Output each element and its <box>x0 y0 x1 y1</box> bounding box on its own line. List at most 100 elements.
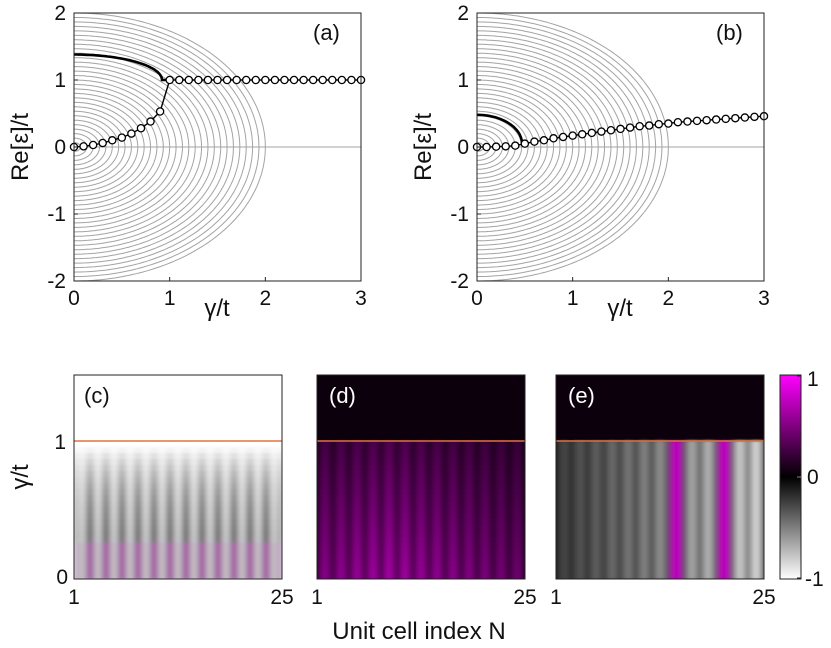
c-heat-cell <box>232 555 235 562</box>
c-heat-cell <box>120 393 123 400</box>
c-heat-cell <box>192 381 195 388</box>
c-heat-cell <box>234 477 237 484</box>
b-gray-band <box>477 147 599 233</box>
c-heat-cell <box>176 429 179 436</box>
c-heat-cell <box>176 495 179 502</box>
c-heat-cell <box>162 543 165 550</box>
c-heat-cell <box>202 417 205 424</box>
d-heat-cell <box>351 387 354 394</box>
d-heat-cell <box>513 435 516 442</box>
d-heat-cell <box>361 393 364 400</box>
c-heat-cell <box>212 573 215 579</box>
d-heat-cell <box>469 405 472 412</box>
c-heat-cell <box>140 447 143 454</box>
c-heat-cell <box>262 519 265 526</box>
b-gray-band <box>477 147 612 242</box>
c-heat-cell <box>116 471 119 478</box>
c-heat-cell <box>224 537 227 544</box>
d-heat-cell <box>487 381 490 388</box>
d-heat-cell <box>337 381 340 388</box>
c-heat-cell <box>254 537 257 544</box>
d-heat-cell <box>369 411 372 418</box>
d-heat-cell <box>337 429 340 436</box>
c-heat-cell <box>152 435 155 442</box>
c-heat-cell <box>200 447 203 454</box>
c-heat-cell <box>88 567 91 574</box>
d-heat-cell <box>373 393 376 400</box>
d-heat-cell <box>385 393 388 400</box>
c-heat-cell <box>250 525 253 532</box>
c-heat-cell <box>128 381 131 388</box>
d-heat-cell <box>339 375 342 382</box>
c-heat-cell <box>246 447 249 454</box>
c-heat-cell <box>190 465 193 472</box>
c-heat-cell <box>84 495 87 502</box>
d-heat-cell <box>405 375 408 382</box>
c-heat-cell <box>266 447 269 454</box>
d-heat-cell <box>423 429 426 436</box>
c-heat-cell <box>126 531 129 538</box>
d-heat-cell <box>473 435 476 442</box>
c-heat-cell <box>172 423 175 430</box>
c-heat-cell <box>154 471 157 478</box>
c-heat-cell <box>154 519 157 526</box>
c-heat-cell <box>90 399 93 406</box>
c-heat-cell <box>116 405 119 412</box>
c-heat-cell <box>158 495 161 502</box>
c-heat-cell <box>176 531 179 538</box>
c-heat-cell <box>112 417 115 424</box>
c-heat-cell <box>262 441 265 448</box>
c-heat-cell <box>216 441 219 448</box>
c-heat-cell <box>172 429 175 436</box>
d-heat-cell <box>467 387 470 394</box>
c-heat-cell <box>240 507 243 514</box>
d-heat-cell <box>521 381 524 388</box>
c-heat-cell <box>196 399 199 406</box>
c-heat-cell <box>254 567 257 574</box>
c-heat-cell <box>166 423 169 430</box>
c-heat-cell <box>132 417 135 424</box>
c-heat-cell <box>162 519 165 526</box>
c-heat-cell <box>86 435 89 442</box>
c-heat-cell <box>200 567 203 574</box>
c-heat-cell <box>78 399 81 406</box>
d-heat-cell <box>429 429 432 436</box>
c-heat-cell <box>208 405 211 412</box>
b-xlabel: γ/t <box>607 295 633 322</box>
d-heat-cell <box>495 411 498 418</box>
c-heat-cell <box>256 537 259 544</box>
c-heat-cell <box>130 381 133 388</box>
c-heat-cell <box>262 453 265 460</box>
d-heat-cell <box>407 441 410 448</box>
c-heat-cell <box>114 399 117 406</box>
c-heat-cell <box>110 561 113 568</box>
c-heat-cell <box>144 501 147 508</box>
c-heat-cell <box>124 543 127 550</box>
c-heat-cell <box>224 447 227 454</box>
c-heat-cell <box>208 447 211 454</box>
c-heat-cell <box>104 483 107 490</box>
c-heat-cell <box>178 519 181 526</box>
c-heat-cell <box>116 555 119 562</box>
c-heat-cell <box>74 543 77 550</box>
d-heat-cell <box>511 375 514 382</box>
c-heat-cell <box>256 549 259 556</box>
a-gray-band <box>74 147 177 219</box>
d-heat-cell <box>417 393 420 400</box>
d-heat-cell <box>401 375 404 382</box>
d-heat-cell <box>477 381 480 388</box>
c-heat-cell <box>76 567 79 574</box>
c-heat-cell <box>234 471 237 478</box>
c-heat-cell <box>232 399 235 406</box>
c-heat-cell <box>76 489 79 496</box>
b-gray-band <box>477 147 650 269</box>
c-heat-cell <box>210 573 213 579</box>
c-heat-cell <box>198 519 201 526</box>
c-heat-cell <box>240 531 243 538</box>
d-heat-cell <box>477 429 480 436</box>
c-heat-cell <box>260 531 263 538</box>
c-heat-cell <box>252 459 255 466</box>
c-heat-cell <box>80 489 83 496</box>
c-heat-cell <box>122 489 125 496</box>
